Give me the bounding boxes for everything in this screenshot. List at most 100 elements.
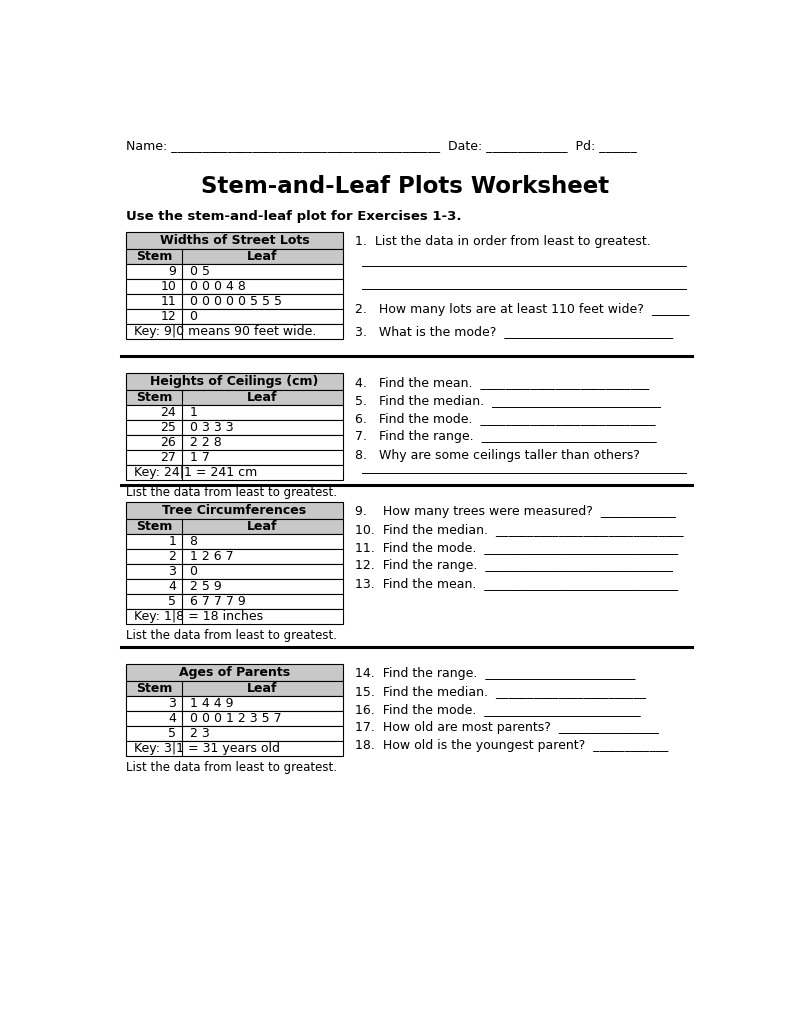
Text: 9: 9: [168, 265, 176, 279]
Text: 11: 11: [161, 295, 176, 308]
Bar: [126, 325, 343, 339]
Text: 16.  Find the mode.  _________________________: 16. Find the mode. _____________________…: [354, 703, 640, 716]
Bar: [126, 502, 343, 519]
Bar: [126, 451, 343, 465]
Text: 10: 10: [161, 281, 176, 293]
Text: Use the stem-and-leaf plot for Exercises 1-3.: Use the stem-and-leaf plot for Exercises…: [126, 210, 461, 223]
Text: Stem: Stem: [136, 519, 172, 532]
Text: Leaf: Leaf: [247, 519, 278, 532]
Text: 8.   Why are some ceilings taller than others?: 8. Why are some ceilings taller than oth…: [354, 449, 639, 462]
Text: 4: 4: [168, 580, 176, 593]
Text: 0: 0: [190, 564, 198, 578]
Text: 9.    How many trees were measured?  ____________: 9. How many trees were measured? _______…: [354, 505, 676, 518]
Bar: [126, 549, 343, 563]
Text: 1 2 6 7: 1 2 6 7: [190, 550, 233, 563]
Text: 4.   Find the mean.  ___________________________: 4. Find the mean. ______________________…: [354, 376, 649, 389]
Bar: [126, 608, 343, 624]
Text: Stem: Stem: [136, 391, 172, 404]
Text: Leaf: Leaf: [247, 391, 278, 404]
Text: 5.   Find the median.  ___________________________: 5. Find the median. ____________________…: [354, 394, 660, 408]
Bar: [126, 534, 343, 549]
Text: 1 4 4 9: 1 4 4 9: [190, 696, 233, 710]
Bar: [126, 579, 343, 594]
Bar: [126, 420, 343, 435]
Text: 15.  Find the median.  ________________________: 15. Find the median. ___________________…: [354, 685, 645, 698]
Bar: [126, 232, 343, 249]
Text: Stem: Stem: [136, 682, 172, 694]
Bar: [126, 373, 343, 390]
Text: 3: 3: [168, 696, 176, 710]
Text: 0 0 0 4 8: 0 0 0 4 8: [190, 281, 245, 293]
Text: Leaf: Leaf: [247, 682, 278, 694]
Bar: [126, 309, 343, 325]
Bar: [126, 726, 343, 740]
Bar: [126, 249, 343, 264]
Text: Date: _____________  Pd: ______: Date: _____________ Pd: ______: [448, 139, 637, 153]
Text: 18.  How old is the youngest parent?  ____________: 18. How old is the youngest parent? ____…: [354, 739, 668, 753]
Text: Key: 3|1 = 31 years old: Key: 3|1 = 31 years old: [134, 741, 280, 755]
Text: Tree Circumferences: Tree Circumferences: [162, 504, 307, 517]
Text: Key: 24|1 = 241 cm: Key: 24|1 = 241 cm: [134, 466, 257, 479]
Text: 3: 3: [168, 564, 176, 578]
Text: 24: 24: [161, 407, 176, 419]
Text: 17.  How old are most parents?  ________________: 17. How old are most parents? __________…: [354, 721, 658, 734]
Bar: [126, 280, 343, 294]
Text: 0 5: 0 5: [190, 265, 210, 279]
Text: List the data from least to greatest.: List the data from least to greatest.: [126, 485, 337, 499]
Text: 27: 27: [161, 452, 176, 464]
Text: 1.  List the data in order from least to greatest.: 1. List the data in order from least to …: [354, 236, 650, 248]
Bar: [126, 681, 343, 695]
Bar: [126, 390, 343, 406]
Text: List the data from least to greatest.: List the data from least to greatest.: [126, 761, 337, 774]
Text: 3.   What is the mode?  ___________________________: 3. What is the mode? ___________________…: [354, 325, 673, 338]
Text: 14.  Find the range.  ________________________: 14. Find the range. ____________________…: [354, 667, 635, 680]
Bar: [126, 594, 343, 608]
Text: Leaf: Leaf: [247, 250, 278, 263]
Bar: [126, 519, 343, 534]
Text: 1: 1: [168, 535, 176, 548]
Text: List the data from least to greatest.: List the data from least to greatest.: [126, 629, 337, 642]
Bar: [126, 664, 343, 681]
Text: 2 3: 2 3: [190, 727, 210, 739]
Text: 12.  Find the range.  ______________________________: 12. Find the range. ____________________…: [354, 559, 672, 572]
Text: 1: 1: [190, 407, 198, 419]
Bar: [126, 294, 343, 309]
Text: 26: 26: [161, 436, 176, 450]
Text: 2: 2: [168, 550, 176, 563]
Text: 13.  Find the mean.  _______________________________: 13. Find the mean. _____________________…: [354, 578, 678, 590]
Text: Key: 9|0 means 90 feet wide.: Key: 9|0 means 90 feet wide.: [134, 326, 316, 338]
Text: 6 7 7 7 9: 6 7 7 7 9: [190, 595, 245, 607]
Bar: [126, 406, 343, 420]
Bar: [126, 711, 343, 726]
Text: 1 7: 1 7: [190, 452, 210, 464]
Text: 5: 5: [168, 595, 176, 607]
Text: Stem: Stem: [136, 250, 172, 263]
Bar: [126, 435, 343, 451]
Bar: [126, 740, 343, 756]
Text: 11.  Find the mode.  _______________________________: 11. Find the mode. _____________________…: [354, 541, 678, 554]
Text: 2 5 9: 2 5 9: [190, 580, 221, 593]
Text: 25: 25: [161, 421, 176, 434]
Text: 0 0 0 0 0 5 5 5: 0 0 0 0 0 5 5 5: [190, 295, 282, 308]
Text: Name: ___________________________________________: Name: __________________________________…: [126, 139, 440, 153]
Text: 2.   How many lots are at least 110 feet wide?  ______: 2. How many lots are at least 110 feet w…: [354, 303, 689, 316]
Text: 0: 0: [190, 310, 198, 324]
Bar: [126, 563, 343, 579]
Text: 7.   Find the range.  ____________________________: 7. Find the range. _____________________…: [354, 430, 657, 443]
Text: 4: 4: [168, 712, 176, 725]
Bar: [126, 264, 343, 280]
Text: 10.  Find the median.  ______________________________: 10. Find the median. ___________________…: [354, 523, 683, 536]
Text: Key: 1|8 = 18 inches: Key: 1|8 = 18 inches: [134, 609, 263, 623]
Text: Stem-and-Leaf Plots Worksheet: Stem-and-Leaf Plots Worksheet: [202, 174, 609, 198]
Text: 5: 5: [168, 727, 176, 739]
Text: 2 2 8: 2 2 8: [190, 436, 221, 450]
Text: 6.   Find the mode.  ____________________________: 6. Find the mode. ______________________…: [354, 413, 655, 425]
Text: 12: 12: [161, 310, 176, 324]
Text: Ages of Parents: Ages of Parents: [179, 666, 290, 679]
Text: Heights of Ceilings (cm): Heights of Ceilings (cm): [150, 375, 319, 388]
Text: Widths of Street Lots: Widths of Street Lots: [160, 234, 309, 247]
Bar: [126, 695, 343, 711]
Bar: [126, 465, 343, 480]
Text: 0 0 0 1 2 3 5 7: 0 0 0 1 2 3 5 7: [190, 712, 281, 725]
Text: 8: 8: [190, 535, 198, 548]
